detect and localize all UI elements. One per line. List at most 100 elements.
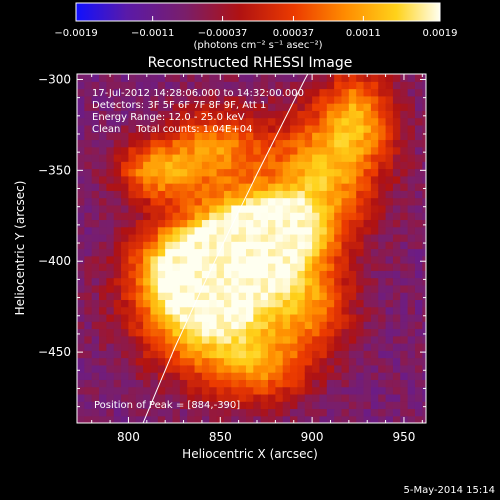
heatmap-cell <box>172 408 181 417</box>
heatmap-cell <box>165 248 174 257</box>
heatmap-cell <box>128 241 137 250</box>
heatmap-cell <box>179 299 188 308</box>
heatmap-cell <box>194 110 203 119</box>
x-axis: 800 850 900 950 <box>91 74 423 444</box>
heatmap-cell <box>157 328 166 337</box>
heatmap-cell <box>238 335 247 344</box>
heatmap-cell <box>128 146 137 155</box>
heatmap-cell <box>356 386 365 395</box>
heatmap-cell <box>77 364 85 373</box>
heatmap-cell <box>209 255 218 264</box>
heatmap-cell <box>370 139 379 148</box>
heatmap-cell <box>400 204 409 213</box>
heatmap-cell <box>143 219 152 228</box>
heatmap-cell <box>245 277 254 286</box>
heatmap-cell <box>378 124 387 133</box>
heatmap-cell <box>400 183 409 191</box>
heatmap-cell <box>334 328 343 337</box>
heatmap-cell <box>400 153 409 162</box>
heatmap-cell <box>245 415 254 423</box>
heatmap-cell <box>187 313 196 322</box>
heatmap-cell <box>223 364 232 373</box>
heatmap-cell <box>356 255 365 264</box>
heatmap-cell <box>253 343 262 351</box>
heatmap-cell <box>216 103 225 111</box>
heatmap-cell <box>378 270 387 279</box>
heatmap-cell <box>172 255 181 264</box>
heatmap-cell <box>341 357 350 366</box>
heatmap-cell <box>348 197 357 206</box>
heatmap-cell <box>179 183 188 191</box>
heatmap-cell <box>157 313 166 322</box>
heatmap-cell <box>121 139 130 148</box>
heatmap-cell <box>319 379 328 388</box>
heatmap-cell <box>99 299 107 308</box>
heatmap-cell <box>400 175 409 184</box>
heatmap-cell <box>334 321 343 330</box>
heatmap-cell <box>143 393 152 402</box>
heatmap-cell <box>253 153 262 162</box>
heatmap-cell <box>194 270 203 279</box>
heatmap-cell <box>282 226 291 235</box>
heatmap-cell <box>275 306 284 315</box>
heatmap-cell <box>378 74 387 82</box>
heatmap-cell <box>128 81 137 90</box>
heatmap-cell <box>260 168 269 177</box>
annotation-time-range: 17-Jul-2012 14:28:06.000 to 14:32:00.000 <box>92 88 304 99</box>
heatmap-cell <box>172 277 181 286</box>
heatmap-cell <box>179 335 188 344</box>
heatmap-cell <box>356 74 365 82</box>
heatmap-cell <box>238 255 247 264</box>
heatmap-cell <box>172 393 181 402</box>
heatmap-cell <box>326 292 335 300</box>
heatmap-cell <box>334 393 343 402</box>
heatmap-cell <box>378 219 387 228</box>
heatmap-cell <box>297 197 306 206</box>
heatmap-cell <box>260 379 269 388</box>
heatmap-cell <box>407 263 416 271</box>
heatmap-cell <box>253 132 262 141</box>
heatmap-cell <box>135 386 144 395</box>
heatmap-cell <box>275 401 284 410</box>
heatmap-cell <box>201 175 210 184</box>
heatmap-cell <box>201 219 210 228</box>
heatmap-cell <box>400 408 409 417</box>
heatmap-cell <box>297 357 306 366</box>
heatmap-cell <box>348 328 357 337</box>
heatmap-cell <box>113 343 122 351</box>
heatmap-cell <box>99 255 107 264</box>
heatmap-cell <box>172 343 181 351</box>
heatmap-cell <box>209 379 218 388</box>
heatmap-cell <box>356 379 365 388</box>
heatmap-cell <box>216 183 225 191</box>
heatmap-cell <box>172 233 181 242</box>
heatmap-cell <box>150 95 159 104</box>
heatmap-cell <box>370 146 379 155</box>
heatmap-cell <box>223 328 232 337</box>
heatmap-cell <box>179 233 188 242</box>
heatmap-cell <box>113 124 122 133</box>
heatmap-cell <box>99 393 107 402</box>
heatmap-cell <box>319 226 328 235</box>
heatmap-cell <box>84 335 93 344</box>
heatmap-cell <box>260 233 269 242</box>
heatmap-cell <box>135 292 144 300</box>
heatmap-cell <box>370 299 379 308</box>
heatmap-cell <box>135 277 144 286</box>
heatmap-cell <box>135 284 144 293</box>
heatmap-cell <box>378 161 387 170</box>
heatmap-cell <box>290 408 299 417</box>
heatmap-cell <box>121 95 130 104</box>
heatmap-cell <box>121 226 130 235</box>
heatmap-cell <box>201 393 210 402</box>
heatmap-cell <box>187 95 196 104</box>
heatmap-cell <box>238 197 247 206</box>
heatmap-cell <box>297 408 306 417</box>
heatmap-cell <box>84 350 93 359</box>
heatmap-cell <box>378 175 387 184</box>
heatmap-cell <box>121 248 130 257</box>
heatmap-cell <box>194 117 203 126</box>
heatmap-cell <box>187 161 196 170</box>
heatmap-cell <box>209 103 218 111</box>
heatmap-cell <box>179 386 188 395</box>
